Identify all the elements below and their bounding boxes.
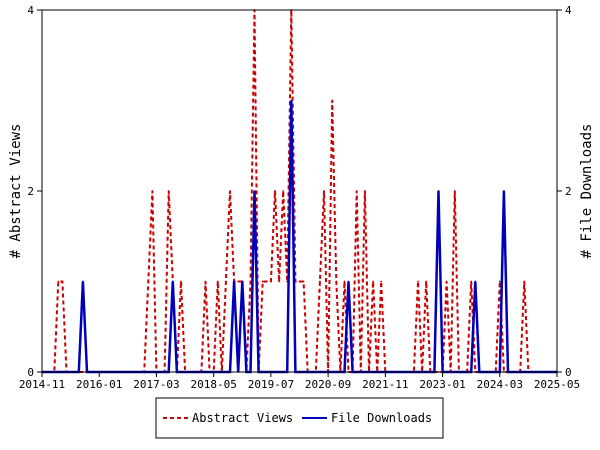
data-point-abstract-views xyxy=(57,280,60,283)
legend-box xyxy=(155,397,444,439)
data-point-abstract-views xyxy=(229,190,231,192)
data-point-abstract-views xyxy=(237,280,240,283)
x-tick-label: 2024-03 xyxy=(477,378,523,391)
data-point-abstract-views xyxy=(380,280,383,283)
data-point-file-downloads xyxy=(437,190,440,192)
data-point-abstract-views xyxy=(249,280,252,283)
data-point-file-downloads xyxy=(253,190,256,192)
left-axis-ticks: 0 2 4 xyxy=(27,4,42,379)
legend-label-file-downloads: File Downloads xyxy=(331,411,432,425)
x-axis-ticks: 2014-11 2016-01 2017-03 2018-05 2019-07 2020-… xyxy=(19,372,580,391)
data-point-abstract-views xyxy=(147,280,150,283)
data-point-abstract-views xyxy=(204,280,207,283)
x-tick-label: 2021-11 xyxy=(362,378,408,391)
data-point-abstract-views xyxy=(445,280,448,283)
data-point-abstract-views xyxy=(180,280,182,283)
data-point-abstract-views xyxy=(335,280,338,283)
legend: Abstract Views File Downloads xyxy=(155,397,444,439)
data-point-abstract-views xyxy=(498,280,501,283)
data-point-abstract-views xyxy=(470,280,473,283)
left-axis-title: # Abstract Views xyxy=(8,124,24,259)
data-point-abstract-views xyxy=(364,190,366,192)
data-point-abstract-views xyxy=(270,280,272,283)
data-point-abstract-views xyxy=(225,280,227,283)
data-point-abstract-views xyxy=(319,280,321,283)
data-point-file-downloads xyxy=(474,280,477,283)
data-point-abstract-views xyxy=(278,280,280,283)
right-axis-ticks: 0 2 4 xyxy=(557,4,572,379)
data-point-abstract-views xyxy=(298,280,301,283)
data-point-file-downloads xyxy=(290,99,293,102)
data-point-abstract-views xyxy=(323,190,325,192)
data-point-abstract-views xyxy=(417,280,419,283)
data-point-abstract-views xyxy=(372,280,374,283)
data-point-abstract-views xyxy=(216,280,219,283)
x-tick-label: 2016-01 xyxy=(76,378,122,391)
data-point-abstract-views xyxy=(343,280,346,283)
x-tick-label: 2025-05 xyxy=(534,378,580,391)
data-point-file-downloads xyxy=(171,280,174,283)
data-point-abstract-views xyxy=(523,280,526,283)
data-point-abstract-views xyxy=(425,280,428,283)
data-point-abstract-views xyxy=(453,190,456,192)
x-tick-label: 2020-09 xyxy=(305,378,351,391)
data-point-file-downloads xyxy=(503,190,505,192)
data-point-file-downloads xyxy=(347,280,350,283)
data-point-abstract-views xyxy=(282,190,285,192)
right-tick-label: 4 xyxy=(565,4,572,17)
left-tick-label: 0 xyxy=(27,366,34,379)
data-point-abstract-views xyxy=(61,280,64,283)
data-point-abstract-views xyxy=(167,190,170,192)
left-tick-label: 4 xyxy=(27,4,34,17)
data-point-abstract-views xyxy=(355,190,358,192)
x-tick-label: 2014-11 xyxy=(19,378,65,391)
right-tick-label: 2 xyxy=(565,185,572,198)
data-point-file-downloads xyxy=(82,280,84,283)
data-point-file-downloads xyxy=(233,280,236,283)
x-tick-label: 2017-03 xyxy=(133,378,179,391)
data-point-abstract-views xyxy=(302,280,305,283)
x-tick-label: 2018-05 xyxy=(190,378,236,391)
left-tick-label: 2 xyxy=(27,185,34,198)
data-point-abstract-views xyxy=(151,190,154,192)
right-tick-label: 0 xyxy=(565,366,572,379)
x-tick-label: 2019-07 xyxy=(248,378,294,391)
right-axis-title: # File Downloads xyxy=(579,124,595,259)
data-point-abstract-views xyxy=(274,190,276,192)
legend-label-abstract-views: Abstract Views xyxy=(192,411,293,425)
data-point-abstract-views xyxy=(265,280,268,283)
x-tick-label: 2023-01 xyxy=(419,378,465,391)
data-point-abstract-views xyxy=(331,99,334,102)
data-point-file-downloads xyxy=(241,280,244,283)
data-point-abstract-views xyxy=(261,280,264,283)
